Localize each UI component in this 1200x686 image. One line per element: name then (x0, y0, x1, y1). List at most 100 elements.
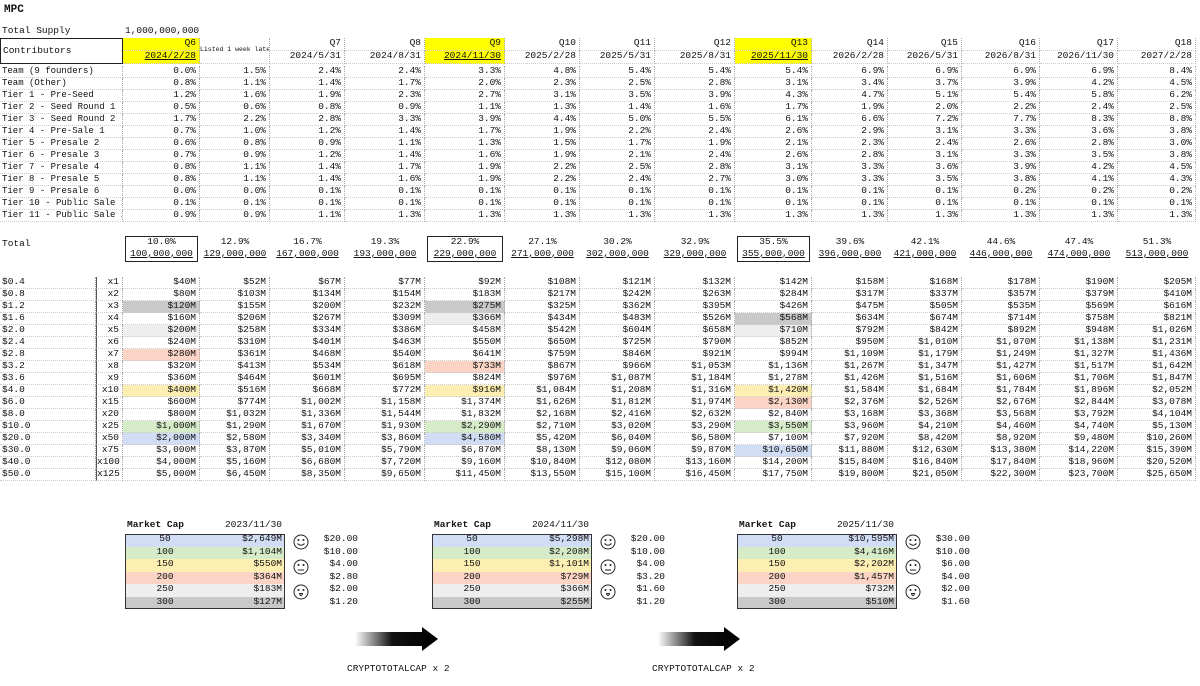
share-cell: 1.3% (1118, 210, 1196, 222)
valuation-cell: $3,860M (345, 433, 425, 445)
column-quarter: Q12 (655, 38, 735, 51)
valuation-cell: $9,870M (655, 445, 735, 457)
share-cell: 0.1% (580, 198, 655, 210)
scenario-price: $2.00 (941, 584, 970, 594)
valuation-cell: $52M (200, 277, 270, 289)
price-label: $20.0 (0, 433, 96, 445)
total-percent: 42.1% (910, 237, 940, 247)
scenario-value: $127M (253, 596, 282, 607)
share-cell: 2.6% (962, 138, 1040, 150)
share-cell: 2.2% (962, 102, 1040, 114)
valuation-cell: $867M (505, 361, 580, 373)
row-label: Tier 8 - Presale 5 (0, 174, 123, 186)
valuation-cell: $2,376M (812, 397, 888, 409)
valuation-cell: $1,670M (270, 421, 345, 433)
valuation-cell: $16,450M (655, 469, 735, 481)
row-label: Tier 11 - Public Sale 2 (0, 210, 123, 222)
scenario-row (737, 534, 897, 547)
share-cell: 0.1% (270, 186, 345, 198)
valuation-cell: $1,517M (1040, 361, 1118, 373)
valuation-cell: $232M (345, 301, 425, 313)
valuation-cell: $92M (425, 277, 505, 289)
valuation-cell: $10,840M (505, 457, 580, 469)
valuation-cell: $1,267M (812, 361, 888, 373)
valuation-cell: $67M (270, 277, 345, 289)
emoji-face (905, 534, 921, 550)
total-supply: 100,000,000 (130, 249, 193, 259)
valuation-cell: $8,350M (270, 469, 345, 481)
share-cell: 1.1% (200, 174, 270, 186)
total-supply: 446,000,000 (969, 249, 1033, 259)
valuation-cell: $3,792M (1040, 409, 1118, 421)
scenario-value: $1,457M (854, 571, 894, 582)
total-supply: 396,000,000 (818, 249, 882, 259)
share-cell: 4.2% (1040, 162, 1118, 174)
valuation-cell: $824M (425, 373, 505, 385)
valuation-cell: $1,930M (345, 421, 425, 433)
share-cell: 3.5% (580, 90, 655, 102)
valuation-cell: $1,070M (962, 337, 1040, 349)
valuation-cell: $5,130M (1118, 421, 1196, 433)
share-cell: 1.3% (345, 210, 425, 222)
share-cell: 0.1% (505, 186, 580, 198)
share-cell: 3.3% (812, 162, 888, 174)
valuation-cell: $1,784M (962, 385, 1040, 397)
share-cell: 0.1% (425, 186, 505, 198)
column-date: 2025/8/31 (655, 51, 735, 64)
valuation-cell: $600M (123, 397, 200, 409)
valuation-cell: $5,010M (270, 445, 345, 457)
scenario-price: $2.80 (329, 571, 358, 582)
share-cell: 2.5% (580, 162, 655, 174)
share-cell: 0.9% (200, 150, 270, 162)
share-cell: 2.8% (655, 78, 735, 90)
share-cell: 8.8% (1118, 114, 1196, 126)
valuation-cell: $1,516M (888, 373, 962, 385)
price-label: $10.0 (0, 421, 96, 433)
header-corner: Contributors (0, 38, 123, 64)
scenario-cap: 150 (463, 559, 481, 569)
valuation-cell: $3,340M (270, 433, 345, 445)
total-percent: 47.4% (1064, 237, 1094, 247)
column-quarter: Q18 (1118, 38, 1196, 51)
share-cell: 2.2% (505, 174, 580, 186)
column-date: 2024/11/30 (425, 51, 505, 64)
share-cell: 0.1% (735, 186, 812, 198)
share-cell: 1.7% (425, 126, 505, 138)
valuation-cell: $1,896M (1040, 385, 1118, 397)
valuation-cell: $695M (345, 373, 425, 385)
share-cell: 1.3% (505, 102, 580, 114)
column-date: 2024/5/31 (270, 51, 345, 64)
valuation-cell: $800M (123, 409, 200, 421)
column-quarter: Q6 (123, 38, 200, 51)
emoji-face (293, 559, 309, 575)
valuation-cell: $921M (655, 349, 735, 361)
scenario-value: $183M (253, 584, 282, 594)
scenario-price: $1.60 (941, 596, 970, 607)
scenario-row (737, 546, 897, 559)
scenario-value: $255M (560, 596, 589, 607)
valuation-cell: $526M (655, 313, 735, 325)
share-cell: 2.9% (812, 126, 888, 138)
valuation-cell: $325M (505, 301, 580, 313)
valuation-cell: $2,168M (505, 409, 580, 421)
valuation-cell: $200M (270, 301, 345, 313)
share-cell: 0.1% (888, 198, 962, 210)
share-cell: 1.6% (655, 102, 735, 114)
valuation-cell: $1,136M (735, 361, 812, 373)
scenario-cap: 100 (463, 546, 481, 557)
valuation-cell: $20,520M (1118, 457, 1196, 469)
row-label: Tier 4 - Pre-Sale 1 (0, 126, 123, 138)
valuation-cell: $3,000M (123, 445, 200, 457)
share-cell: 3.8% (962, 174, 1040, 186)
valuation-cell: $634M (812, 313, 888, 325)
scenario-row (125, 571, 285, 584)
price-label: $4.0 (0, 385, 96, 397)
valuation-cell: $569M (1040, 301, 1118, 313)
valuation-cell: $2,130M (735, 397, 812, 409)
valuation-cell: $379M (1040, 289, 1118, 301)
row-label: Tier 2 - Seed Round 1 (0, 102, 123, 114)
scenario-cap: 200 (768, 571, 786, 582)
valuation-cell: $1,231M (1118, 337, 1196, 349)
scenario-date: 2023/11/30 (224, 520, 282, 530)
valuation-cell: $1,026M (1118, 325, 1196, 337)
